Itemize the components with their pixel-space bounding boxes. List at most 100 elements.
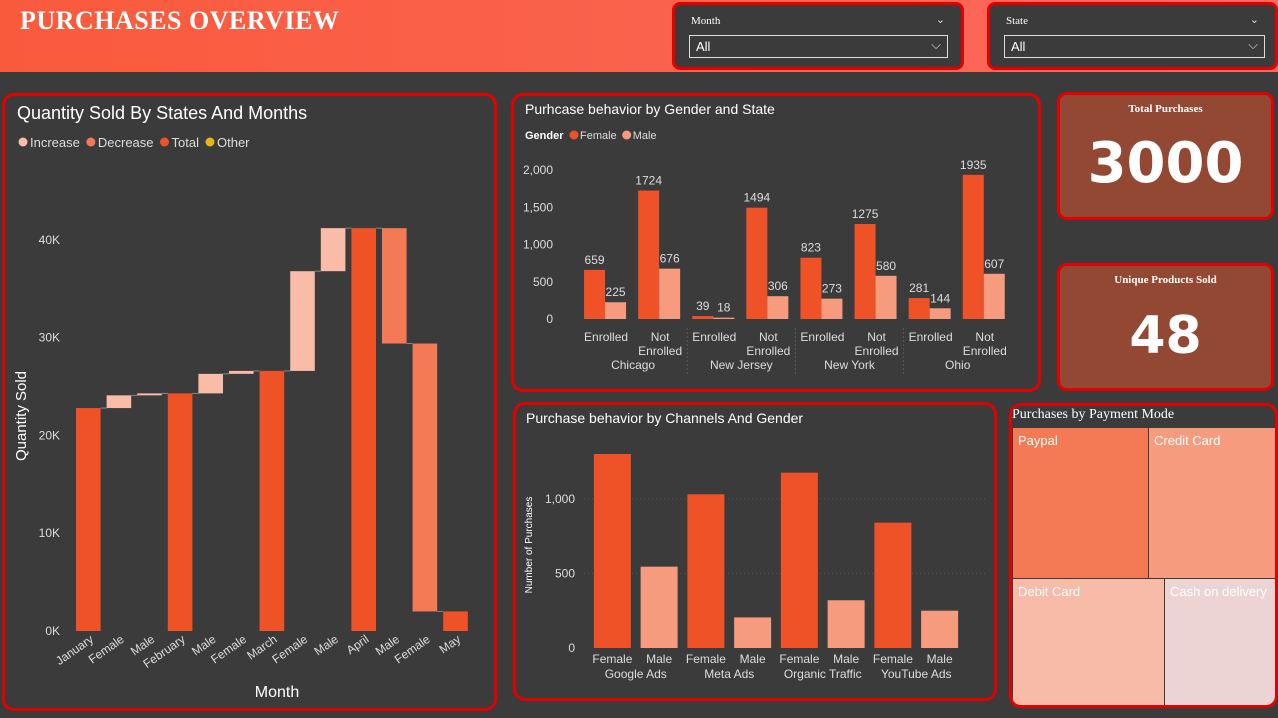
bar-female[interactable]: [638, 190, 660, 319]
treemap-label: Cash on delivery: [1170, 584, 1267, 599]
bar-male[interactable]: [929, 308, 951, 319]
y-tick-label: 30K: [39, 331, 60, 345]
treemap-tile-paypal[interactable]: Paypal: [1012, 427, 1149, 579]
x-tick-label: April: [344, 632, 372, 657]
gender-state-chart-title: Purhcase behavior by Gender and State: [525, 101, 775, 117]
waterfall-bar-increase[interactable]: [290, 271, 315, 371]
waterfall-bar-increase[interactable]: [229, 370, 254, 374]
x-tick-label: Female: [779, 652, 819, 666]
legend-label-male: Male: [633, 130, 657, 142]
x-tick-label: Enrolled: [584, 330, 628, 344]
waterfall-bar-total[interactable]: [76, 408, 101, 631]
month-slicer[interactable]: Month ⌄ All ⌵: [672, 2, 964, 70]
waterfall-bar-increase[interactable]: [198, 373, 223, 394]
bar-female[interactable]: [908, 298, 930, 319]
data-label: 1724: [635, 174, 662, 188]
y-tick-label: 0: [546, 312, 553, 326]
bar-female[interactable]: [780, 472, 818, 648]
bar-male[interactable]: [767, 296, 789, 319]
unique-products-label: Unique Products Sold: [1114, 274, 1217, 286]
treemap-tile-debit-card[interactable]: Debit Card: [1012, 578, 1165, 705]
state-dropdown[interactable]: All ⌵: [1004, 35, 1265, 58]
x-group-label: Chicago: [611, 358, 655, 372]
treemap-label: Debit Card: [1018, 584, 1081, 599]
bar-male[interactable]: [921, 610, 959, 648]
x-tick-label: Female: [86, 632, 127, 667]
y-tick-label: 10K: [39, 526, 60, 540]
legend-label-female: Female: [580, 130, 617, 142]
chevron-down-icon[interactable]: ⌄: [935, 14, 945, 26]
x-tick-label: Enrolled: [855, 344, 899, 358]
x-group-label: New Jersey: [710, 358, 773, 372]
bar-female[interactable]: [746, 207, 768, 319]
x-tick-label: Male: [311, 632, 341, 659]
state-dropdown-value: All: [1011, 39, 1026, 54]
bar-female[interactable]: [687, 494, 725, 648]
waterfall-y-axis-title: Quantity Sold: [13, 371, 30, 461]
x-group-label: Meta Ads: [704, 667, 754, 681]
waterfall-bar-total[interactable]: [167, 393, 193, 631]
legend-marker-other: [205, 137, 215, 147]
gender-state-chart-panel: Purhcase behavior by Gender and State Ge…: [511, 93, 1041, 392]
y-tick-label: 500: [555, 566, 575, 580]
legend-label-decrease: Decrease: [98, 135, 154, 150]
chevron-down-icon[interactable]: ⌄: [1249, 14, 1259, 26]
waterfall-bar-total[interactable]: [259, 370, 285, 631]
bar-female[interactable]: [962, 174, 984, 319]
bar-female[interactable]: [874, 522, 912, 648]
data-label: 39: [696, 299, 710, 313]
x-tick-label: Male: [927, 652, 953, 666]
bar-male[interactable]: [827, 600, 865, 648]
x-group-label: Ohio: [945, 358, 971, 372]
month-dropdown[interactable]: All ⌵: [689, 35, 948, 58]
bar-male[interactable]: [875, 275, 897, 319]
x-group-label: New York: [824, 358, 876, 372]
waterfall-bar-decrease[interactable]: [382, 228, 407, 344]
x-tick-label: Not: [867, 330, 886, 344]
waterfall-bar-total[interactable]: [351, 228, 376, 631]
bar-female[interactable]: [593, 454, 631, 648]
legend-label-total: Total: [172, 135, 200, 150]
data-label: 144: [930, 291, 950, 305]
x-tick-label: May: [437, 632, 464, 656]
waterfall-x-axis-title: Month: [255, 684, 299, 701]
legend-title: Gender: [525, 130, 564, 142]
data-label: 306: [768, 279, 788, 293]
waterfall-bar-increase[interactable]: [137, 393, 162, 396]
state-slicer[interactable]: State ⌄ All ⌵: [987, 2, 1278, 70]
bar-male[interactable]: [821, 298, 843, 319]
waterfall-bar-increase[interactable]: [320, 228, 346, 272]
x-tick-label: Male: [740, 652, 766, 666]
bar-male[interactable]: [659, 268, 681, 319]
bar-male[interactable]: [605, 302, 627, 319]
x-tick-label: Enrolled: [909, 330, 953, 344]
data-label: 659: [585, 253, 605, 267]
bar-female[interactable]: [854, 224, 876, 319]
x-tick-label: Female: [269, 632, 310, 667]
month-dropdown-value: All: [696, 39, 711, 54]
channels-chart: Purchase behavior by Channels And Gender…: [524, 410, 986, 681]
treemap-tile-credit-card[interactable]: Credit Card: [1148, 427, 1275, 579]
chevron-down-icon[interactable]: ⌵: [1248, 37, 1258, 52]
y-tick-label: 500: [533, 275, 553, 289]
bar-male[interactable]: [640, 566, 678, 648]
legend-marker-increase: [18, 137, 28, 147]
x-tick-label: Not: [975, 330, 994, 344]
data-label: 1935: [960, 158, 987, 172]
treemap-tile-cash-on-delivery[interactable]: Cash on delivery: [1164, 578, 1275, 705]
x-tick-label: Enrolled: [638, 344, 682, 358]
bar-male[interactable]: [734, 617, 772, 648]
chevron-down-icon[interactable]: ⌵: [931, 37, 941, 52]
waterfall-bar-decrease[interactable]: [412, 343, 438, 612]
bar-female[interactable]: [800, 257, 822, 319]
waterfall-bar-total[interactable]: [443, 611, 468, 631]
bar-female[interactable]: [584, 269, 606, 319]
bar-male[interactable]: [713, 317, 735, 319]
bar-male[interactable]: [983, 273, 1005, 319]
bar-female[interactable]: [692, 316, 714, 319]
data-label: 676: [660, 252, 680, 266]
waterfall-bar-increase[interactable]: [106, 395, 132, 409]
waterfall-chart-title: Quantity Sold By States And Months: [17, 103, 307, 123]
gender-state-chart: Purhcase behavior by Gender and State Ge…: [523, 101, 1007, 376]
page-title: PURCHASES OVERVIEW: [20, 6, 340, 35]
